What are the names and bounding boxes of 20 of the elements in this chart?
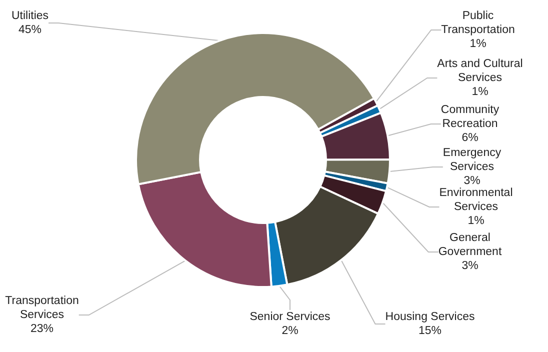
slice-label: Arts and Cultural Services <box>437 58 523 84</box>
slice-label: Environmental Services <box>439 187 513 213</box>
data-label: 23% <box>30 323 54 335</box>
slice-label: Housing Services <box>385 311 475 323</box>
data-label: 2% <box>282 325 298 337</box>
data-label: 15% <box>418 325 442 337</box>
data-label: 45% <box>18 24 42 36</box>
data-label: 3% <box>462 260 478 272</box>
data-label: 6% <box>462 132 478 144</box>
slice-label: Utilities <box>11 10 49 22</box>
data-label: 1% <box>472 86 488 98</box>
slice-label: Public Transportation <box>441 10 515 36</box>
slice-label: Emergency Services <box>442 147 502 173</box>
slice-label: Senior Services <box>250 311 331 323</box>
slice-label: Transportation Services <box>5 295 79 321</box>
data-label: 1% <box>468 215 484 227</box>
data-label: 1% <box>470 38 486 50</box>
data-label: 3% <box>464 175 480 187</box>
slice-label: General Government <box>438 232 502 258</box>
slice-label: Community Recreation <box>440 104 500 130</box>
